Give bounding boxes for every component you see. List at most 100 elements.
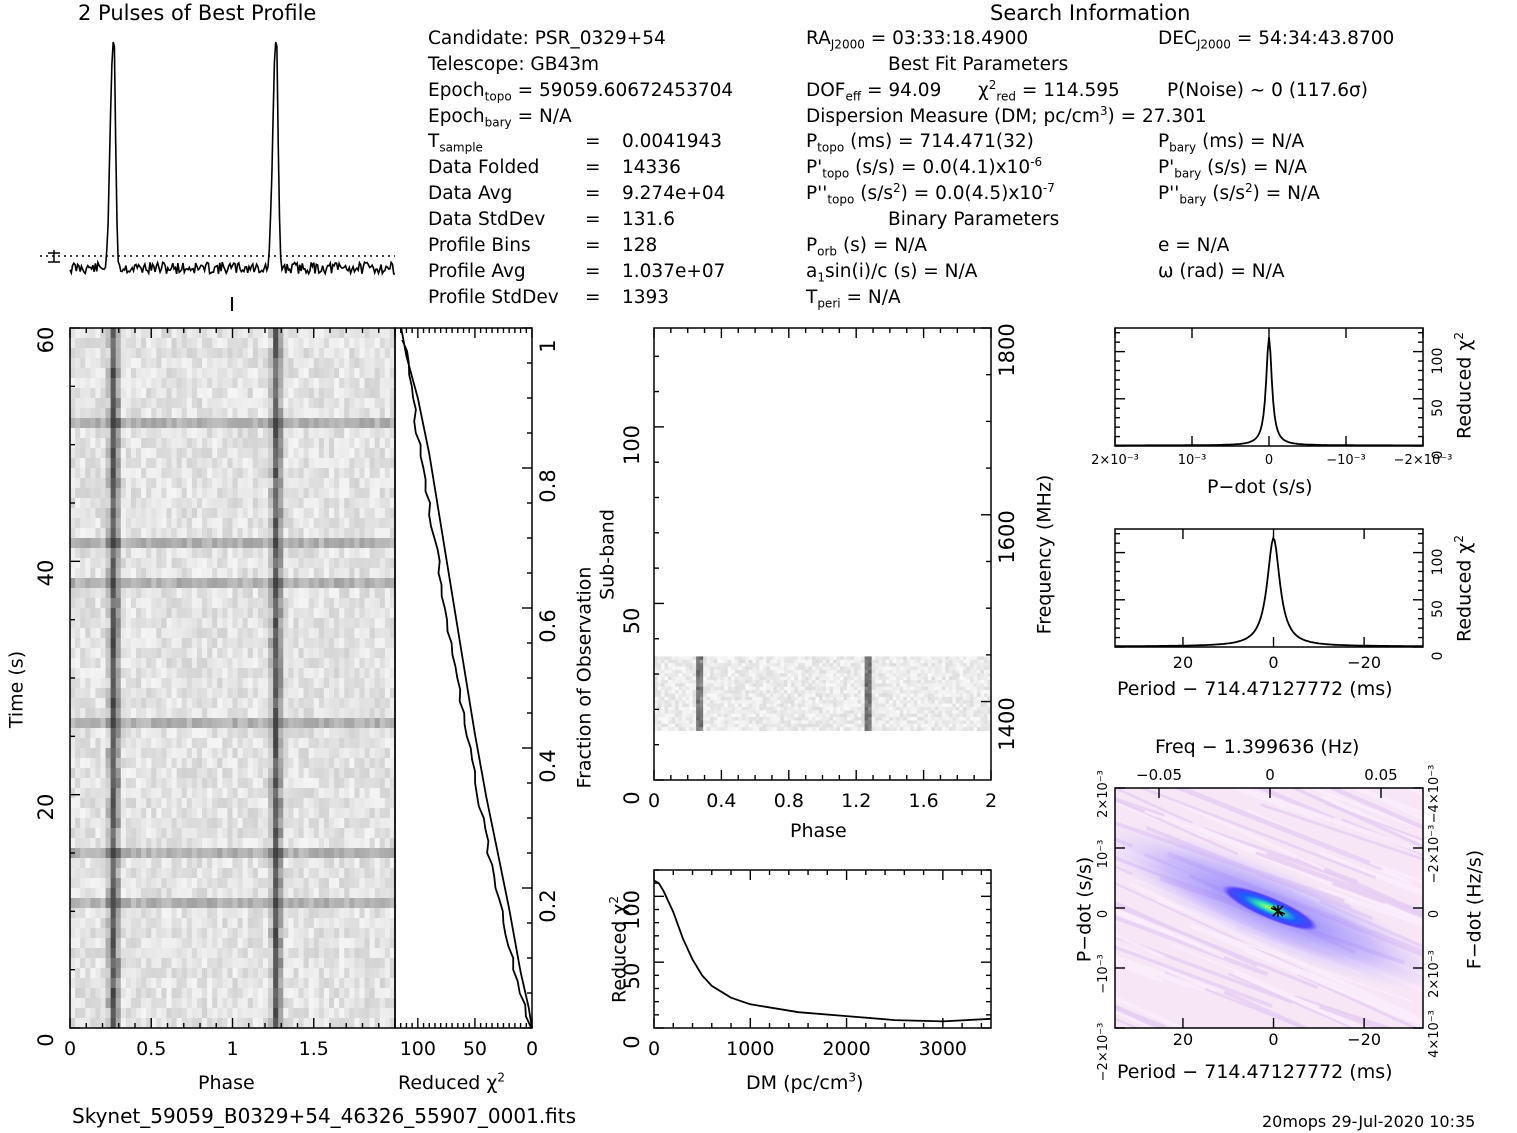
time-phase-cell: [90, 758, 96, 769]
time-phase-cell: [202, 768, 208, 779]
time-phase-cell: [344, 438, 350, 449]
time-phase-cell: [288, 778, 294, 789]
subband-cell: [847, 659, 851, 664]
time-phase-cell: [313, 728, 320, 739]
time-phase-cell: [339, 468, 345, 479]
time-phase-cell: [196, 1008, 203, 1019]
time-phase-cell: [176, 628, 183, 639]
time-phase-cell: [125, 978, 132, 989]
time-phase-cell: [171, 888, 178, 899]
time-phase-cell: [323, 838, 330, 849]
time-phase-cell: [323, 898, 330, 909]
time-phase-cell: [207, 408, 213, 419]
time-phase-cell: [176, 358, 183, 369]
subband-cell: [934, 659, 939, 664]
time-phase-cell: [166, 898, 172, 909]
time-phase-cell: [374, 698, 381, 709]
time-phase-cell: [222, 968, 228, 979]
time-phase-cell: [171, 878, 178, 889]
time-phase-cell: [125, 758, 132, 769]
time-phase-cell: [212, 808, 218, 819]
time-phase-cell: [349, 988, 355, 999]
time-phase-cell: [151, 988, 157, 999]
time-phase-cell: [125, 728, 132, 739]
time-phase-cell: [237, 768, 244, 779]
time-phase-cell: [344, 538, 350, 549]
time-phase-cell: [288, 938, 294, 949]
time-phase-cell: [161, 548, 167, 559]
time-phase-cell: [283, 1008, 289, 1019]
time-phase-cell: [334, 718, 340, 729]
time-phase-cell: [349, 958, 355, 969]
time-phase-cell: [110, 768, 117, 779]
time-phase-cell: [379, 378, 386, 389]
time-phase-cell: [278, 728, 284, 739]
time-phase-cell: [151, 838, 157, 849]
time-phase-cell: [227, 948, 233, 959]
time-phase-cell: [303, 658, 310, 669]
time-phase-cell: [125, 528, 132, 539]
time-phase-cell: [252, 988, 259, 999]
time-phase-cell: [85, 768, 91, 779]
time-phase-cell: [125, 388, 132, 399]
time-phase-cell: [308, 428, 315, 439]
time-phase-cell: [328, 838, 335, 849]
time-phase-cell: [308, 458, 315, 469]
time-phase-cell: [298, 508, 304, 519]
time-phase-cell: [339, 818, 345, 829]
time-phase-cell: [364, 828, 371, 839]
time-phase-cell: [176, 598, 183, 609]
time-phase-cell: [130, 838, 137, 849]
subband-cell: [741, 656, 746, 661]
subband-cell: [889, 666, 894, 671]
time-phase-cell: [166, 878, 172, 889]
time-phase-cell: [334, 528, 340, 539]
time-phase-cell: [100, 558, 106, 569]
time-phase-cell: [328, 328, 335, 339]
time-phase-cell: [212, 448, 218, 459]
time-phase-cell: [268, 908, 274, 919]
time-phase-cell: [298, 558, 304, 569]
time-phase-cell: [323, 828, 330, 839]
time-phase-cell: [80, 738, 86, 749]
time-phase-cell: [80, 368, 86, 379]
time-phase-cell: [257, 908, 264, 919]
time-phase-cell: [273, 548, 279, 559]
time-phase-cell: [293, 608, 299, 619]
time-phase-cell: [384, 368, 391, 379]
time-phase-cell: [141, 748, 147, 759]
time-phase-cell: [283, 978, 289, 989]
time-phase-cell: [130, 698, 137, 709]
time-phase-cell: [293, 598, 299, 609]
time-phase-cell: [293, 778, 299, 789]
subband-cell: [836, 666, 841, 671]
time-phase-cell: [90, 518, 96, 529]
time-phase-cell: [196, 498, 203, 509]
time-phase-cell: [237, 888, 244, 899]
time-phase-cell: [354, 968, 360, 979]
time-phase-cell: [130, 608, 137, 619]
time-phase-cell: [85, 858, 91, 869]
time-phase-cell: [283, 858, 289, 869]
time-phase-cell: [227, 808, 233, 819]
time-phase-cell: [374, 468, 381, 479]
time-phase-cell: [85, 918, 91, 929]
time-phase-cell: [268, 898, 274, 909]
time-phase-cell: [222, 558, 228, 569]
time-phase-cell: [105, 878, 112, 889]
time-phase-cell: [354, 488, 360, 499]
time-phase-cell: [303, 688, 310, 699]
time-phase-cell: [156, 358, 162, 369]
time-phase-cell: [85, 748, 91, 759]
time-phase-cell: [323, 768, 330, 779]
time-phase-cell: [389, 778, 396, 789]
time-phase-cell: [191, 718, 198, 729]
time-phase-cell: [130, 818, 137, 829]
time-phase-cell: [318, 698, 325, 709]
time-phase-cell: [242, 498, 249, 509]
time-phase-cell: [105, 788, 112, 799]
time-phase-cell: [222, 828, 228, 839]
time-phase-cell: [364, 1018, 371, 1029]
time-phase-cell: [90, 418, 96, 429]
subband-cell: [748, 659, 753, 664]
